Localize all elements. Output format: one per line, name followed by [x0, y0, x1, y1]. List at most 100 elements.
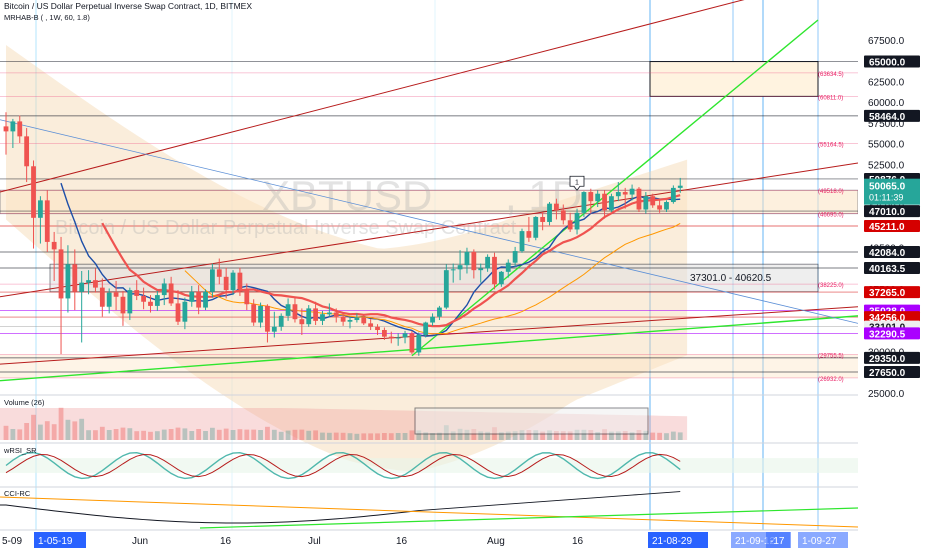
candle [216, 269, 222, 277]
candle [271, 326, 277, 332]
volume-bar [86, 430, 91, 440]
candle [306, 308, 312, 325]
candle [17, 121, 23, 137]
price-label: 42084.0 [869, 248, 906, 259]
candle [134, 290, 140, 296]
volume-bar [58, 407, 64, 440]
volume-bar [526, 430, 532, 440]
volume-bar [244, 429, 250, 440]
fib-label: (63634.5) [818, 72, 844, 78]
chart-title: Bitcoin / US Dollar Perpetual Inverse Sw… [4, 1, 252, 11]
candle [230, 272, 236, 291]
volume-bar [65, 419, 71, 440]
price-label: 29350.0 [869, 354, 906, 365]
volume-bar [278, 431, 284, 440]
volume-bar [299, 429, 305, 440]
volume-bar [113, 429, 119, 440]
candle [457, 265, 463, 270]
volume-bar [567, 431, 573, 440]
volume-bar [189, 431, 195, 440]
price-axis[interactable]: 67500.0 65000.0 62500.0 60000.0 57500.0 55000… [858, 0, 932, 550]
candle [278, 315, 284, 327]
target-box [649, 61, 819, 97]
fib-label: (60811.0) [818, 95, 843, 101]
candle [141, 295, 146, 302]
volume-bar [99, 426, 105, 440]
candle [567, 220, 573, 230]
candle [72, 264, 78, 292]
trend-line-channel [0, 162, 859, 298]
volume-bar [10, 429, 16, 440]
volume-pane-label[interactable]: Volume (26) [4, 398, 45, 407]
volume-bar [3, 425, 9, 440]
last-price-tag [864, 178, 920, 205]
volume-bar [677, 432, 683, 440]
candle [106, 292, 112, 307]
price-label-tag [864, 261, 920, 274]
candle [643, 196, 649, 210]
trend-line-upper [0, 0, 745, 193]
watermark-symbol: XBTUSD [262, 172, 432, 219]
trend-line-green-support [0, 315, 859, 382]
candle [51, 241, 57, 250]
volume-bar [24, 423, 30, 440]
time-tick-label: 16 [396, 536, 408, 547]
price-label: 65000.0 [869, 58, 906, 69]
time-tick-label: 1-05-19 [38, 536, 73, 547]
candle [560, 210, 566, 221]
cci-green-line [199, 507, 859, 529]
candle [368, 323, 374, 327]
trend-line-green-steep [411, 19, 819, 357]
volume-bar [636, 430, 642, 440]
price-label: 47010.0 [869, 207, 906, 218]
candle [93, 280, 98, 288]
cci-line [0, 491, 681, 524]
candle [3, 126, 9, 132]
volume-bar [519, 430, 525, 440]
candle [182, 301, 188, 322]
candle [148, 301, 153, 306]
price-label: 45211.0 [869, 222, 905, 233]
wrsi-line [5, 451, 681, 480]
candle [547, 203, 552, 222]
wrsi-pane-label[interactable]: wRSI_SR [3, 446, 37, 455]
rainbow-band [6, 44, 688, 472]
volume-bar [485, 431, 490, 440]
cci-pane: 0.0 [0, 491, 882, 529]
candle [244, 289, 250, 305]
candle [505, 262, 511, 272]
event-marker [569, 175, 585, 191]
candle [485, 256, 490, 269]
price-label: 58464.0 [869, 112, 906, 123]
trend-line-blue [0, 119, 859, 324]
candle [347, 320, 353, 322]
volume-bar [320, 432, 325, 440]
price-tick-label: 55000.0 [868, 140, 905, 151]
volume-bar [657, 432, 662, 440]
candle [168, 283, 174, 304]
candle [492, 256, 497, 285]
volume-bar [175, 427, 181, 440]
candle [10, 121, 16, 132]
price-label-tag [864, 286, 920, 299]
time-axis[interactable]: 5-09 1-05-19 Jun 16 Jul 16 Aug 16 21-08-29 21-09-… [0, 531, 932, 550]
volume-bar [402, 433, 408, 440]
volume-bar [629, 432, 635, 440]
indicator-label[interactable]: MRHAB-B ( , 1W, 60, 1.8) [4, 13, 90, 22]
candle [333, 312, 339, 317]
candle [581, 192, 587, 213]
price-label-tag [864, 246, 920, 259]
volume-bar [498, 432, 504, 440]
volume-bar [127, 428, 133, 440]
price-pane[interactable]: 37301.0 - 40620.5 (63634.5) (60811.0) (5516… [0, 0, 932, 531]
candle [313, 308, 318, 321]
volume-bar [560, 431, 566, 440]
candle [237, 272, 243, 290]
candle [533, 216, 539, 238]
candle [430, 316, 435, 323]
price-tick-label: 62500.0 [868, 77, 905, 88]
candle [31, 166, 36, 218]
cci-pane-label[interactable]: CCI-RC [4, 489, 31, 498]
event-marker-label: 1 [575, 179, 579, 186]
